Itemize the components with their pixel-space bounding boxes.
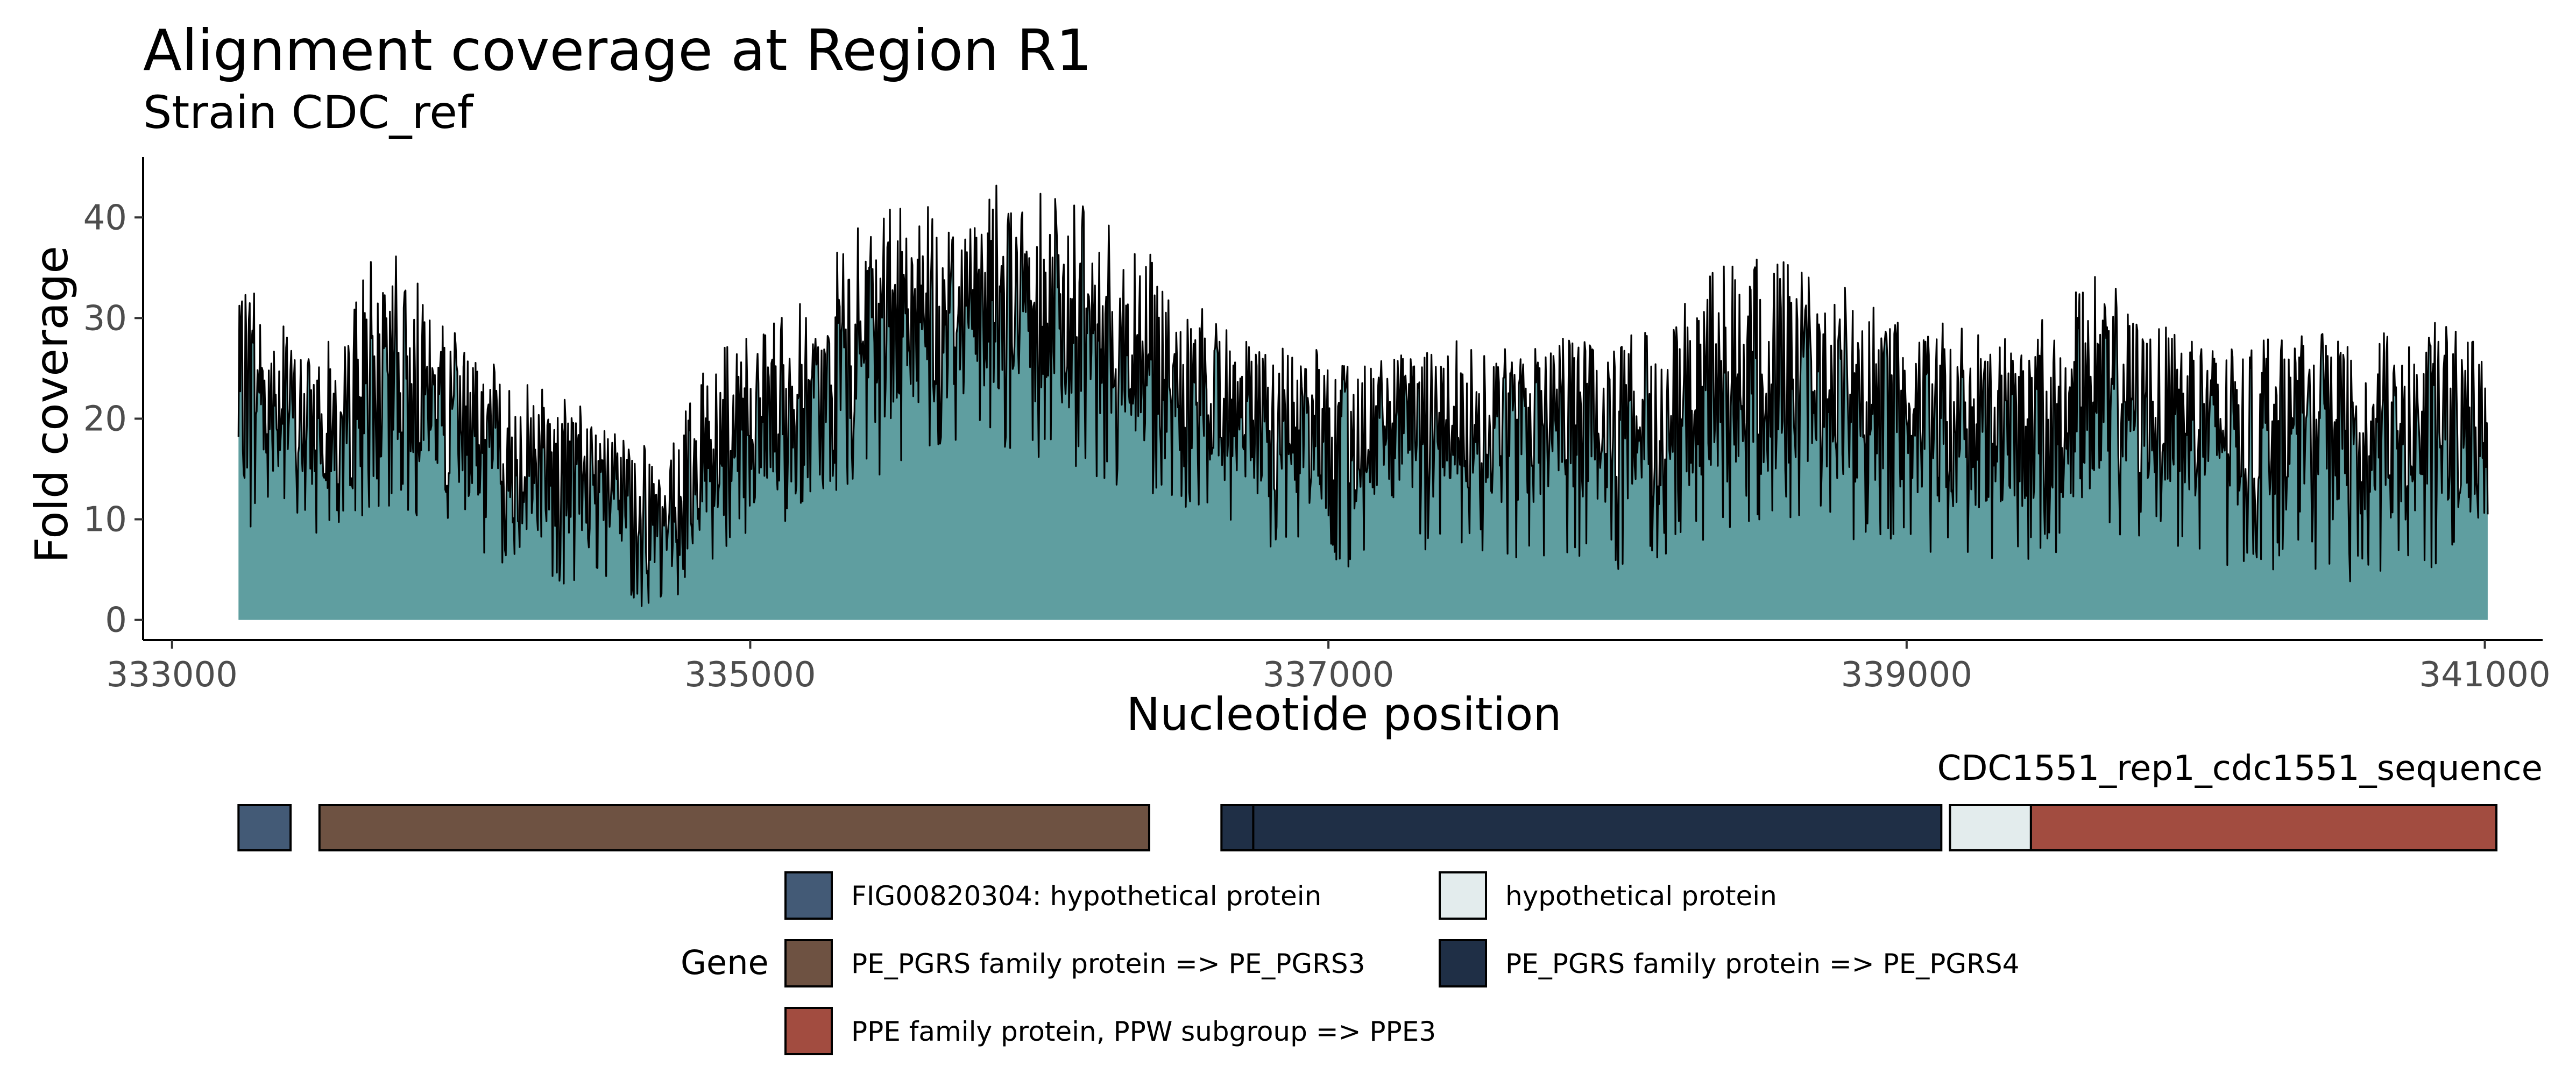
gene-block — [318, 804, 1150, 851]
legend-swatch — [784, 939, 833, 987]
x-tick-label: 341000 — [2419, 655, 2550, 695]
y-axis-title: Fold coverage — [25, 246, 78, 563]
y-tick-label: 40 — [83, 198, 127, 238]
coverage-line — [237, 184, 2489, 607]
legend-label: hypothetical protein — [1505, 880, 1777, 912]
y-tick-label: 30 — [83, 299, 127, 338]
y-tick-label: 0 — [105, 601, 127, 641]
x-axis-title: Nucleotide position — [1126, 688, 1561, 741]
x-tick-label: 337000 — [1263, 655, 1394, 695]
legend-swatch — [1439, 939, 1487, 987]
chart-subtitle: Strain CDC_ref — [143, 86, 475, 139]
x-tick-label: 339000 — [1841, 655, 1972, 695]
legend-label: PE_PGRS family protein => PE_PGRS3 — [851, 948, 1365, 979]
legend-title: Gene — [681, 943, 769, 982]
gene-track — [237, 804, 2498, 851]
legend-swatch — [784, 1007, 833, 1055]
coverage-area — [238, 186, 2488, 620]
legend-swatch — [784, 871, 833, 920]
gene-block — [2029, 804, 2498, 851]
legend-swatch — [1439, 871, 1487, 920]
gene-block — [237, 804, 292, 851]
y-tick-label: 20 — [83, 399, 127, 439]
gene-block — [1949, 804, 2032, 851]
legend-label: PPE family protein, PPW subgroup => PPE3 — [851, 1016, 1436, 1047]
x-tick-label: 335000 — [684, 655, 816, 695]
gene-block — [1220, 804, 1255, 851]
legend-label: PE_PGRS family protein => PE_PGRS4 — [1505, 948, 2019, 979]
axes: 333000 335000 337000 339000 341000 0 10 20 30 40 — [83, 157, 2551, 695]
gene-track-label: CDC1551_rep1_cdc1551_sequence — [1937, 749, 2543, 788]
legend-label: FIG00820304: hypothetical protein — [851, 880, 1321, 912]
chart-title: Alignment coverage at Region R1 — [143, 18, 1092, 83]
y-tick-label: 10 — [83, 500, 127, 540]
gene-legend: FIG00820304: hypothetical protein hypothe… — [784, 871, 2019, 1055]
x-tick-label: 333000 — [107, 655, 238, 695]
plot-area — [237, 184, 2489, 620]
gene-block — [1252, 804, 1943, 851]
